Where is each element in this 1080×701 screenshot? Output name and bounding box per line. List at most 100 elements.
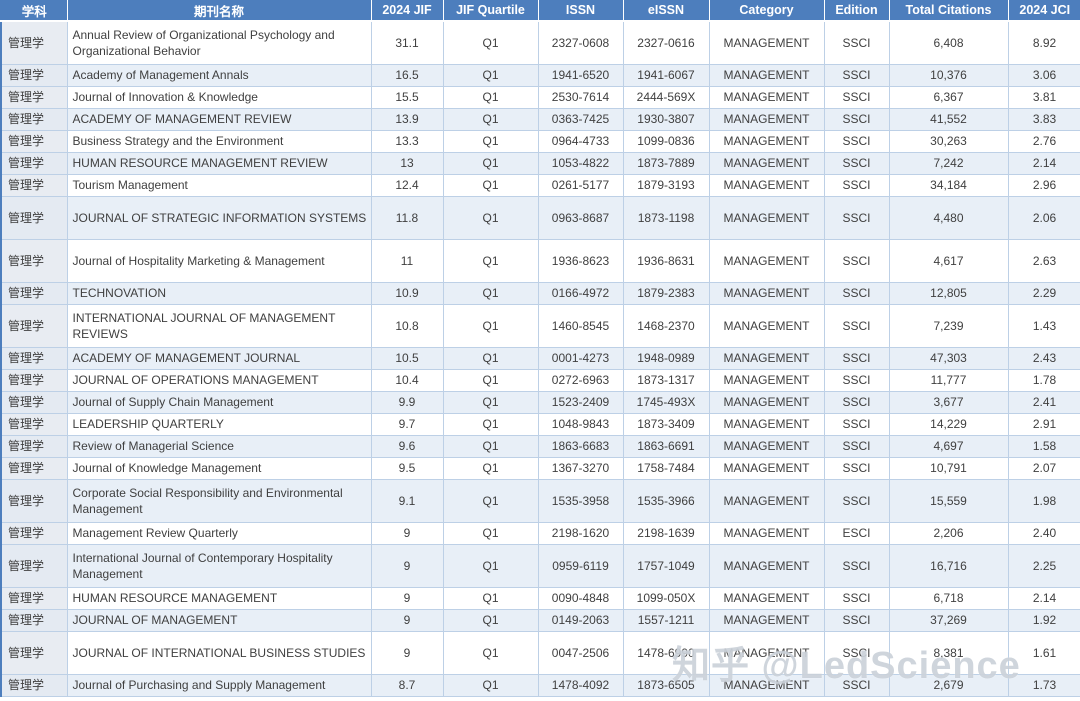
cell-citations: 15,559 [888, 478, 1009, 523]
cell-eissn: 1873-1198 [622, 195, 710, 240]
cell-jif: 10.9 [370, 281, 444, 305]
cell-quartile: Q1 [442, 63, 539, 87]
cell-eissn: 1535-3966 [622, 478, 710, 523]
cell-subject: 管理学 [0, 390, 68, 414]
cell-eissn: 1757-1049 [622, 543, 710, 588]
cell-journal: HUMAN RESOURCE MANAGEMENT [66, 586, 372, 610]
cell-jif: 15.5 [370, 85, 444, 109]
table-row: 管理学 JOURNAL OF MANAGEMENT 9 Q1 0149-2063 1557… [0, 608, 1080, 632]
cell-eissn: 1557-1211 [622, 608, 710, 632]
cell-edition: SSCI [823, 412, 890, 436]
cell-journal: Corporate Social Responsibility and Envi… [66, 478, 372, 523]
cell-jif: 8.7 [370, 673, 444, 697]
cell-issn: 1863-6683 [537, 434, 624, 458]
column-header-edition: Edition [823, 0, 889, 22]
cell-edition: SSCI [823, 586, 890, 610]
cell-eissn: 1879-3193 [622, 173, 710, 197]
cell-jci: 2.14 [1007, 586, 1080, 610]
cell-jif: 13 [370, 151, 444, 175]
cell-jci: 1.78 [1007, 368, 1080, 392]
cell-citations: 6,367 [888, 85, 1009, 109]
cell-subject: 管理学 [0, 673, 68, 697]
cell-journal: ACADEMY OF MANAGEMENT JOURNAL [66, 346, 372, 370]
cell-jci: 3.81 [1007, 85, 1080, 109]
cell-jci: 1.73 [1007, 673, 1080, 697]
cell-edition: SSCI [823, 107, 890, 131]
cell-edition: ESCI [823, 521, 890, 545]
cell-citations: 2,206 [888, 521, 1009, 545]
cell-issn: 0001-4273 [537, 346, 624, 370]
cell-jci: 2.06 [1007, 195, 1080, 240]
table-row: 管理学 International Journal of Contemporary… [0, 543, 1080, 588]
cell-quartile: Q1 [442, 195, 539, 240]
cell-subject: 管理学 [0, 478, 68, 523]
cell-issn: 0261-5177 [537, 173, 624, 197]
cell-category: MANAGEMENT [708, 151, 825, 175]
cell-eissn: 1879-2383 [622, 281, 710, 305]
cell-jif: 11.8 [370, 195, 444, 240]
cell-subject: 管理学 [0, 303, 68, 348]
cell-eissn: 1863-6691 [622, 434, 710, 458]
cell-eissn: 1941-6067 [622, 63, 710, 87]
cell-citations: 10,376 [888, 63, 1009, 87]
cell-eissn: 1948-0989 [622, 346, 710, 370]
table-row: 管理学 HUMAN RESOURCE MANAGEMENT 9 Q1 0090-4848… [0, 586, 1080, 610]
cell-journal: Tourism Management [66, 173, 372, 197]
cell-edition: SSCI [823, 346, 890, 370]
cell-jci: 2.07 [1007, 456, 1080, 480]
table-row: 管理学 Journal of Purchasing and Supply Mana… [0, 673, 1080, 697]
cell-issn: 0149-2063 [537, 608, 624, 632]
cell-citations: 4,697 [888, 434, 1009, 458]
cell-eissn: 1099-0836 [622, 129, 710, 153]
cell-journal: HUMAN RESOURCE MANAGEMENT REVIEW [66, 151, 372, 175]
cell-edition: SSCI [823, 238, 890, 283]
cell-eissn: 1873-6505 [622, 673, 710, 697]
cell-issn: 0047-2506 [537, 630, 624, 675]
column-header-jci: 2024 JCI [1007, 0, 1080, 22]
table-row: 管理学 HUMAN RESOURCE MANAGEMENT REVIEW 13 Q1 1… [0, 151, 1080, 175]
column-header-subject: 学科 [0, 0, 67, 22]
cell-citations: 34,184 [888, 173, 1009, 197]
table-row: 管理学 JOURNAL OF OPERATIONS MANAGEMENT 10.4 Q… [0, 368, 1080, 392]
cell-category: MANAGEMENT [708, 173, 825, 197]
cell-quartile: Q1 [442, 151, 539, 175]
cell-edition: SSCI [823, 195, 890, 240]
cell-subject: 管理学 [0, 412, 68, 436]
cell-citations: 16,716 [888, 543, 1009, 588]
cell-eissn: 1930-3807 [622, 107, 710, 131]
cell-subject: 管理学 [0, 456, 68, 480]
cell-issn: 1936-8623 [537, 238, 624, 283]
cell-journal: INTERNATIONAL JOURNAL OF MANAGEMENT REVI… [66, 303, 372, 348]
cell-jif: 16.5 [370, 63, 444, 87]
table-row: 管理学 Business Strategy and the Environment… [0, 129, 1080, 153]
cell-edition: SSCI [823, 151, 890, 175]
cell-issn: 2327-0608 [537, 20, 624, 65]
cell-issn: 0964-4733 [537, 129, 624, 153]
cell-citations: 47,303 [888, 346, 1009, 370]
cell-jci: 2.14 [1007, 151, 1080, 175]
cell-subject: 管理学 [0, 543, 68, 588]
table-row: 管理学 Journal of Supply Chain Management 9.9… [0, 390, 1080, 414]
cell-journal: Journal of Hospitality Marketing & Manag… [66, 238, 372, 283]
cell-quartile: Q1 [442, 173, 539, 197]
cell-citations: 37,269 [888, 608, 1009, 632]
cell-category: MANAGEMENT [708, 608, 825, 632]
cell-citations: 12,805 [888, 281, 1009, 305]
cell-issn: 0166-4972 [537, 281, 624, 305]
cell-category: MANAGEMENT [708, 195, 825, 240]
cell-quartile: Q1 [442, 390, 539, 414]
cell-edition: SSCI [823, 630, 890, 675]
cell-issn: 2198-1620 [537, 521, 624, 545]
cell-category: MANAGEMENT [708, 129, 825, 153]
cell-quartile: Q1 [442, 107, 539, 131]
cell-category: MANAGEMENT [708, 478, 825, 523]
column-header-jif: 2024 JIF [370, 0, 443, 22]
cell-citations: 30,263 [888, 129, 1009, 153]
cell-quartile: Q1 [442, 346, 539, 370]
cell-edition: SSCI [823, 85, 890, 109]
cell-journal: ACADEMY OF MANAGEMENT REVIEW [66, 107, 372, 131]
cell-subject: 管理学 [0, 608, 68, 632]
cell-journal: Annual Review of Organizational Psycholo… [66, 20, 372, 65]
cell-edition: SSCI [823, 20, 890, 65]
cell-citations: 4,617 [888, 238, 1009, 283]
